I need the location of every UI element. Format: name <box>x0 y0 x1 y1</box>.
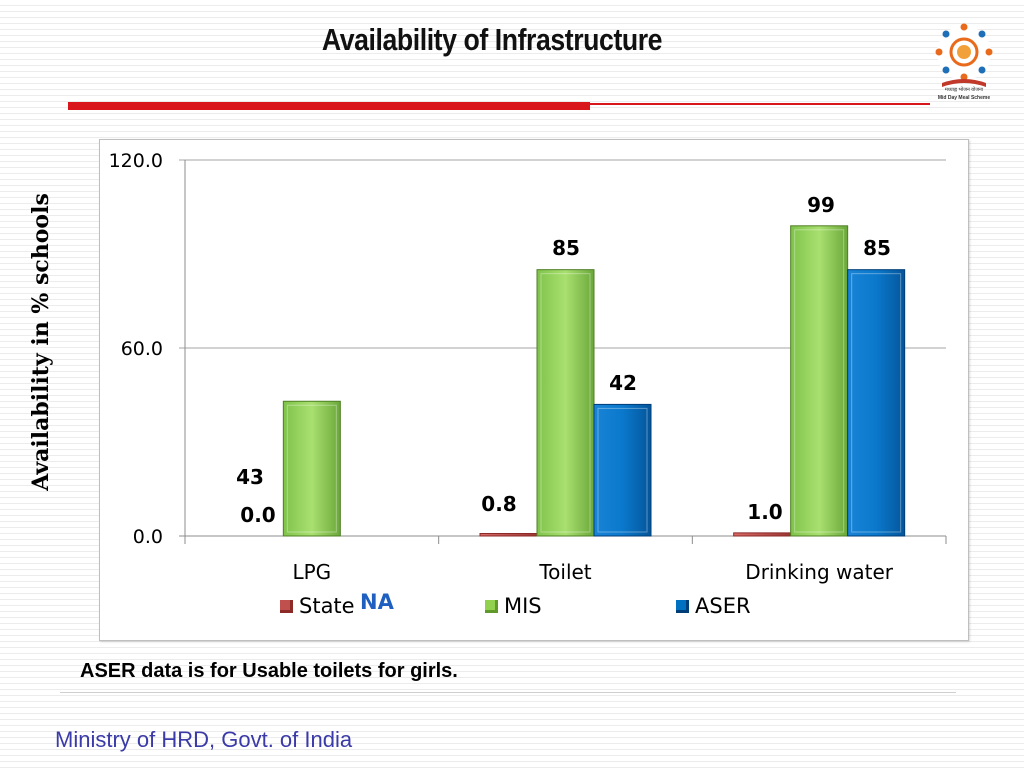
data-label-mis: 43 <box>236 465 264 489</box>
bar-aser <box>593 403 652 537</box>
bar-state <box>733 532 792 537</box>
slide-title: Availability of Infrastructure <box>321 22 663 57</box>
legend-swatch-state <box>280 599 293 613</box>
bar-bevel <box>286 404 337 533</box>
title-underline-thin <box>590 103 930 105</box>
logo-caption-hindi: मध्याह्न भोजन योजना <box>944 87 984 93</box>
y-tick-label: 120.0 <box>109 150 163 172</box>
legend-item-aser: ASER <box>676 594 751 618</box>
legend-swatch-mis <box>485 599 498 613</box>
bar-state <box>479 532 538 537</box>
data-label-mis: 99 <box>807 193 835 217</box>
bar-bevel <box>540 273 591 533</box>
bar-bevel <box>851 273 902 533</box>
x-tick-label: LPG <box>292 560 331 584</box>
data-label-state: 0.8 <box>481 492 516 516</box>
bar-mis <box>282 400 341 537</box>
y-tick-label: 60.0 <box>121 338 163 360</box>
y-tick-label: 0.0 <box>133 526 163 548</box>
na-label: NA <box>360 590 394 614</box>
bar-bevel <box>597 407 648 533</box>
title-underline-red <box>68 102 590 110</box>
legend-label-mis: MIS <box>504 594 542 618</box>
logo-caption: Mid Day Meal Scheme <box>937 95 991 101</box>
mid-day-meal-logo <box>935 23 993 87</box>
x-tick-label: Drinking water <box>745 560 893 584</box>
legend-label-aser: ASER <box>695 594 751 618</box>
bar-bevel <box>794 229 845 533</box>
data-label-state: 0.0 <box>240 503 275 527</box>
bar-mis <box>790 225 849 537</box>
logo-figures-ring <box>935 23 993 81</box>
aser-footnote: ASER data is for Usable toilets for girl… <box>80 660 458 682</box>
data-label-mis: 85 <box>552 236 580 260</box>
data-label-aser: 42 <box>609 371 637 395</box>
bar-mis <box>536 269 595 537</box>
data-label-state: 1.0 <box>747 500 782 524</box>
legend-label-state: State <box>299 594 355 618</box>
footer-text: Ministry of HRD, Govt. of India <box>55 727 353 752</box>
legend-item-state: State <box>280 594 355 618</box>
legend-swatch-aser <box>676 599 689 613</box>
x-tick-label: Toilet <box>538 560 591 584</box>
data-label-aser: 85 <box>863 236 891 260</box>
legend-item-mis: MIS <box>485 594 542 618</box>
bar-aser <box>847 269 906 537</box>
footer-divider <box>60 692 956 693</box>
